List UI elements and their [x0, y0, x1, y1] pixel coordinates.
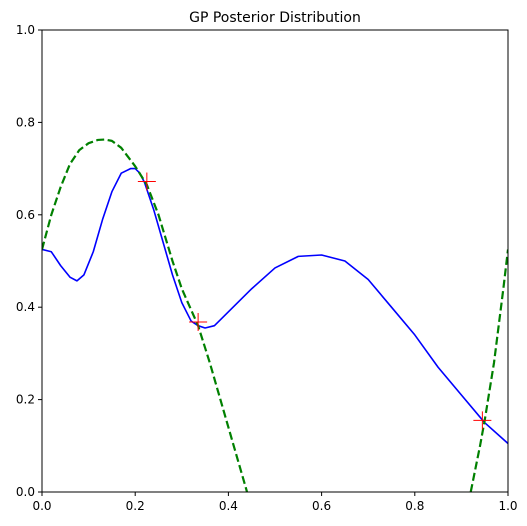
x-tick-label: 0.4 — [219, 499, 238, 513]
chart-title: GP Posterior Distribution — [189, 10, 361, 26]
y-tick-label: 0.2 — [16, 393, 35, 407]
points-layer — [137, 172, 492, 430]
data-point-2 — [189, 312, 208, 331]
y-tick-label: 1.0 — [16, 23, 35, 37]
y-tick-label: 0.0 — [16, 485, 35, 499]
y-tick-label: 0.4 — [16, 300, 35, 314]
series-line-2 — [42, 138, 249, 492]
x-tick-label: 0.8 — [405, 499, 424, 513]
y-tick-label: 0.6 — [16, 208, 35, 222]
x-axis: 0.0 0.2 0.4 0.6 0.8 1.0 — [32, 492, 518, 513]
y-axis: 0.0 0.2 0.4 0.6 0.8 1.0 — [16, 23, 42, 499]
x-tick-label: 1.0 — [498, 499, 517, 513]
plot-frame — [41, 29, 509, 493]
y-tick-label: 0.8 — [16, 115, 35, 129]
series-line-3 — [469, 249, 508, 492]
data-point-3 — [473, 411, 492, 430]
series-line-1 — [42, 167, 508, 445]
x-tick-label: 0.2 — [126, 499, 145, 513]
data-point-1 — [137, 172, 156, 191]
x-tick-label: 0.0 — [32, 499, 51, 513]
series-layer — [42, 138, 508, 492]
x-tick-label: 0.6 — [312, 499, 331, 513]
